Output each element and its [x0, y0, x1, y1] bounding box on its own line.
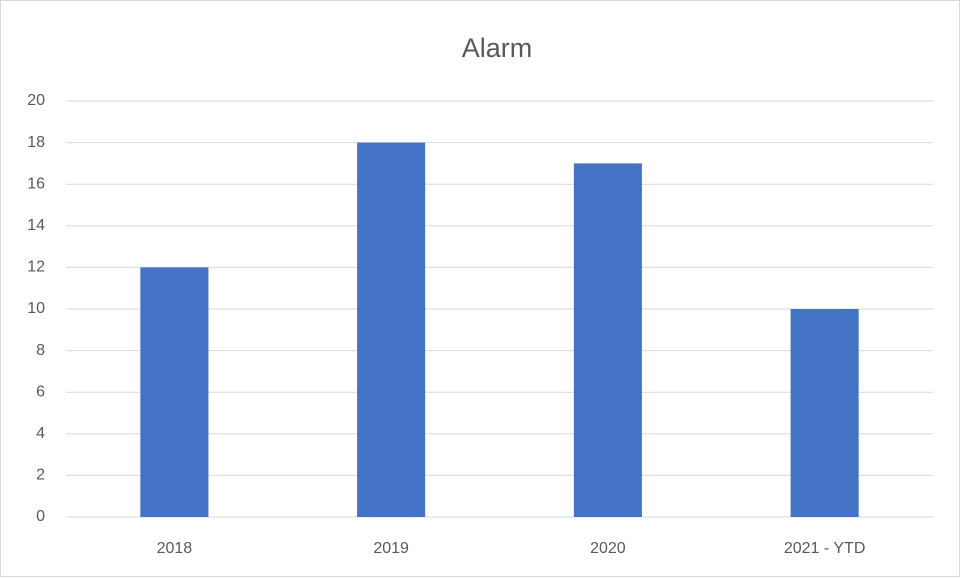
- y-tick-label: 20: [27, 92, 45, 109]
- y-tick-label: 6: [36, 383, 45, 400]
- y-tick-label: 4: [36, 425, 45, 442]
- x-tick-label: 2021 - YTD: [784, 540, 866, 557]
- y-tick-label: 14: [27, 217, 45, 234]
- y-tick-label: 0: [36, 508, 45, 525]
- y-tick-label: 12: [27, 259, 45, 276]
- bar: [140, 267, 209, 517]
- x-tick-label: 2020: [590, 540, 626, 557]
- y-tick-label: 8: [36, 342, 45, 359]
- y-tick-label: 18: [27, 134, 45, 151]
- y-tick-label: 16: [27, 175, 45, 192]
- x-tick-label: 2019: [373, 540, 409, 557]
- bar: [573, 163, 642, 517]
- y-tick-label: 10: [27, 300, 45, 317]
- y-tick-label: 2: [36, 467, 45, 484]
- x-tick-label: 2018: [157, 540, 193, 557]
- bar: [790, 309, 859, 517]
- chart-title: Alarm: [462, 33, 533, 63]
- bar: [357, 142, 426, 517]
